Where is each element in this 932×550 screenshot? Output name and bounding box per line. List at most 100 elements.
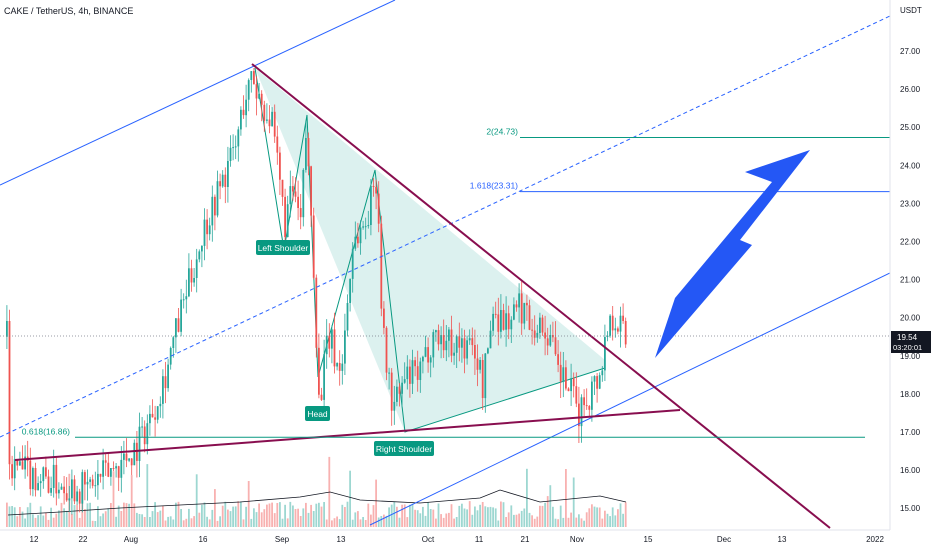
candle-body [292,186,294,192]
candle-body [393,401,396,411]
candle-body [432,332,435,358]
candle-body [32,468,34,490]
candle-body [461,338,463,348]
candle-body [458,336,461,348]
candle-body [375,187,377,194]
candle-body [359,227,362,244]
volume-bar [180,509,182,527]
volume-bar [149,517,151,527]
channel-mid-line[interactable] [0,15,892,438]
candle-body [492,313,494,331]
resistance-line[interactable] [251,63,831,529]
volume-bar [216,520,219,527]
volume-bar [606,513,609,527]
volume-bar [593,506,596,527]
volume-bar [336,516,338,527]
volume-bar [565,469,567,527]
candle-body [73,479,76,502]
candle-body [268,119,271,127]
candle-body [585,405,588,407]
volume-bar [549,485,552,527]
volume-bar [242,519,245,527]
candle-body [260,93,263,105]
trend-lines[interactable] [0,0,892,529]
volume-bar [284,504,286,527]
neckline[interactable] [14,409,681,461]
candle-body [117,466,120,478]
candle-body [39,481,42,484]
volume-bar [523,508,526,527]
volume-bar [333,518,336,527]
candle-body [622,315,624,321]
volume-bar [21,511,24,527]
volume-bar [440,514,442,527]
candle-body [390,372,393,411]
candle-body [203,219,206,246]
candle-body [468,338,471,341]
volume-bar [190,518,193,527]
volume-bar [263,509,266,527]
candle-body [65,493,68,501]
candle-body [130,458,133,466]
candle-body [598,375,601,389]
candle-body [406,366,409,380]
volume-bar [185,518,188,527]
time-scale[interactable]: 12 22 Aug 16 Sep 13 Oct 11 21 Nov 15 Dec 13 2022 [0,529,890,544]
channel-lower-line[interactable] [369,272,892,526]
time-tick-label: 16 [199,535,208,544]
candle-body [273,111,276,137]
channel-upper-line[interactable] [0,0,396,186]
candle-body [24,456,26,470]
volume-bar [219,516,221,527]
candle-body [487,348,489,354]
volume-bar [533,518,536,527]
candle-body [175,318,177,338]
candle-body [216,181,219,216]
volume-bar [221,505,224,527]
volume-bar [169,516,172,527]
price-scale[interactable]: 27.00 26.00 25.00 24.00 23.00 22.00 21.00 20.00… [889,0,931,530]
volume-bars [6,456,627,527]
volume-bar [26,507,29,527]
candle-body [258,93,260,99]
candle-body [136,442,138,461]
candle-body [250,71,253,80]
volume-bar [507,512,510,527]
candle-body [409,366,411,384]
volume-bar [546,496,549,527]
volume-bar [325,519,328,527]
candle-body [232,147,234,149]
candle-body [385,327,388,373]
volume-bar [331,520,333,527]
volume-bar [52,517,55,527]
volume-bar [307,512,310,527]
volume-bar [614,515,617,527]
candle-body [55,464,58,494]
candle-body [606,335,609,337]
volume-bar [133,503,136,527]
time-tick-label: 15 [644,535,653,544]
volume-bar [16,516,19,527]
volume-ma-line [7,489,627,516]
volume-bar [128,503,130,527]
candle-body [102,460,104,477]
candle-body [29,460,32,490]
target-arrow[interactable] [655,150,810,358]
candle-body [297,196,299,208]
volume-bar [104,511,107,527]
candle-body [419,361,422,380]
candle-body [299,208,302,218]
time-tick-label: Nov [570,535,584,544]
volume-bar [466,509,468,527]
volume-bar [172,519,175,527]
candle-body [450,329,453,356]
volume-bar [609,516,611,527]
volume-bar [445,513,448,527]
candle-body [276,136,279,153]
volume-bar [362,517,364,527]
volume-bar [596,507,598,527]
candle-body [89,479,91,482]
volume-bar [42,515,45,527]
candle-body [544,332,546,339]
